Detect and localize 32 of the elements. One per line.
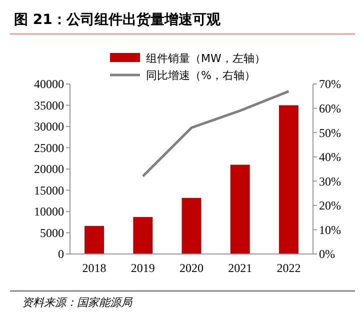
x-tick-label: 2022 (276, 261, 301, 275)
y2-tick-label: 50% (319, 126, 341, 140)
bar (84, 226, 104, 254)
y-tick-label: 35000 (34, 98, 64, 112)
bar (182, 198, 202, 254)
legend-label: 组件销量（MW，左轴） (146, 52, 266, 65)
y-tick-label: 20000 (34, 162, 64, 176)
x-tick-label: 2021 (228, 261, 252, 275)
x-tick-label: 2019 (130, 261, 155, 275)
bar (133, 217, 153, 254)
y2-tick-label: 40% (319, 150, 341, 164)
line-series (142, 90, 290, 178)
y2-tick-label: 30% (319, 174, 341, 188)
y-tick-label: 25000 (34, 140, 64, 155)
y-tick-label: 40000 (34, 77, 64, 92)
y2-tick-label: 70% (319, 77, 341, 92)
bar (278, 105, 298, 254)
y2-tick-label: 60% (319, 101, 341, 116)
text: 资料来源：国家能源局 (22, 296, 133, 309)
y-tick-label: 0 (58, 247, 64, 262)
y2-tick-label: 0% (319, 247, 335, 262)
y2-tick-label: 10% (319, 222, 341, 237)
y-tick-label: 30000 (34, 120, 64, 134)
y2-tick-label: 20% (319, 198, 341, 213)
y-tick-label: 15000 (34, 183, 64, 198)
y-tick-label: 5000 (40, 226, 64, 240)
legend-label: 同比增速（%，右轴） (146, 68, 256, 82)
y-tick-label: 10000 (34, 204, 64, 219)
chart-title: 图 21：公司组件出货量增速可观 (14, 12, 222, 28)
x-tick-label: 2018 (82, 261, 106, 275)
x-tick-label: 2020 (180, 261, 204, 275)
bar (230, 164, 250, 254)
